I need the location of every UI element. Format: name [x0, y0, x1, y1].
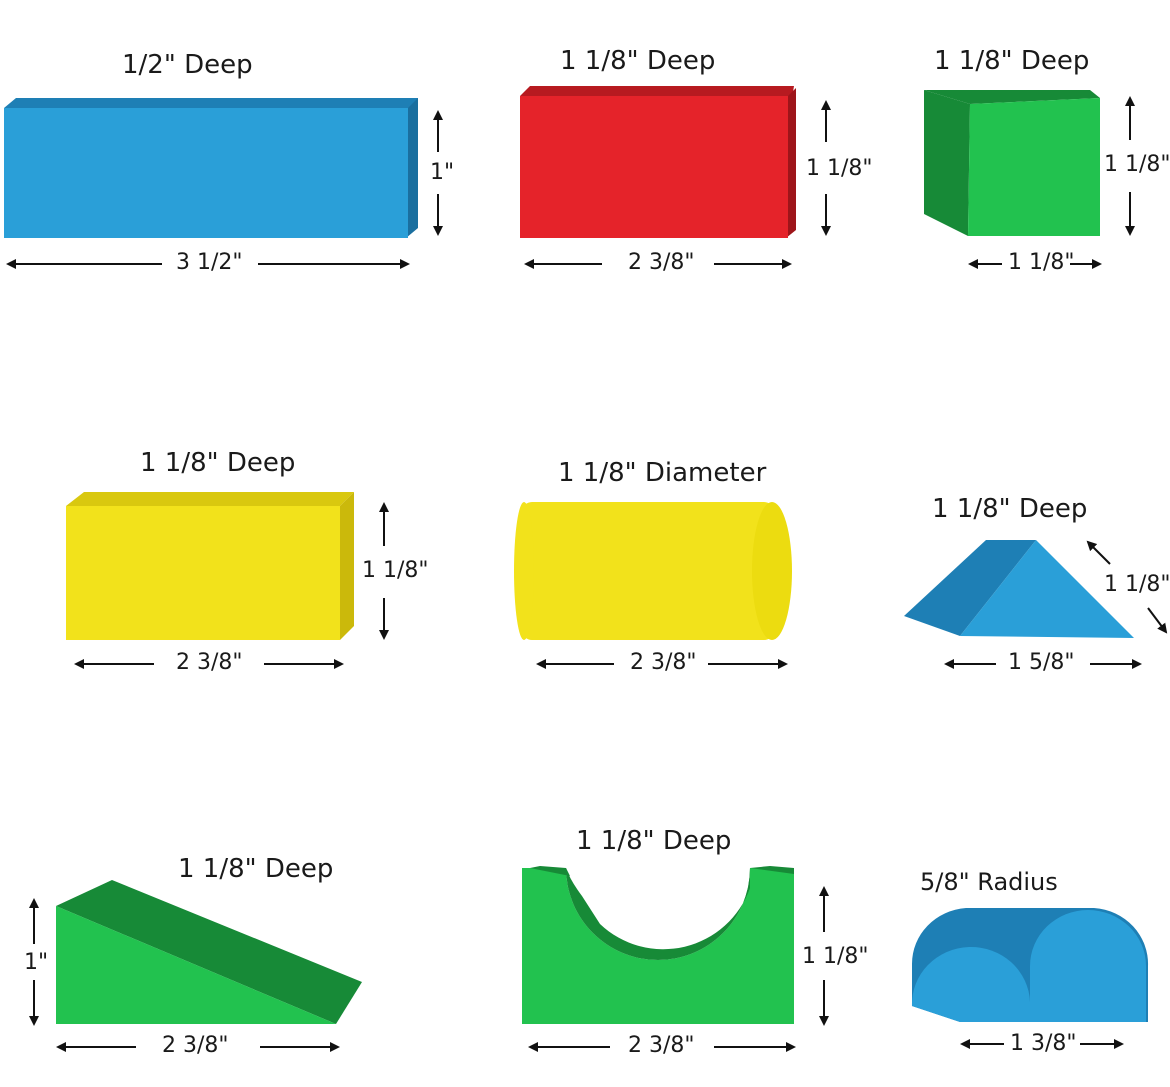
side-arrow — [1147, 607, 1168, 634]
green-ramp — [56, 880, 362, 1024]
depth-label: 1 1/8" Deep — [178, 854, 334, 884]
radius-label: 5/8" Radius — [920, 868, 1058, 896]
blue-half-cylinder — [911, 908, 1149, 1022]
depth-label: 1 1/8" Deep — [932, 494, 1088, 524]
width-label: 3 1/2" — [176, 250, 243, 275]
width-label: 2 3/8" — [628, 1033, 695, 1058]
diameter-label: 1 1/8" Diameter — [558, 458, 767, 488]
height-label: 1" — [430, 160, 455, 185]
height-label: 1 1/8" — [1104, 152, 1170, 177]
width-label: 1 3/8" — [1010, 1031, 1077, 1056]
depth-label: 1 1/8" Deep — [576, 826, 732, 856]
red-rectangle — [520, 86, 796, 238]
width-label: 2 3/8" — [628, 250, 695, 275]
width-label: 2 3/8" — [630, 650, 697, 675]
width-label: 1 1/8" — [1008, 250, 1075, 275]
side-arrow — [1086, 540, 1111, 565]
blue-long-plank — [4, 98, 418, 238]
depth-label: 1 1/8" Deep — [934, 46, 1090, 76]
green-cube — [924, 90, 1100, 236]
depth-label: 1 1/8" Deep — [140, 448, 296, 478]
height-label: 1 1/8" — [362, 558, 429, 583]
height-label: 1 1/8" — [802, 944, 869, 969]
width-label: 2 3/8" — [162, 1033, 229, 1058]
blue-triangle — [904, 540, 1134, 638]
depth-label: 1/2" Deep — [122, 50, 253, 80]
depth-label: 1 1/8" Deep — [560, 46, 716, 76]
yellow-cylinder — [514, 502, 792, 640]
height-label: 1 1/8" — [806, 156, 873, 181]
width-label: 1 5/8" — [1008, 650, 1075, 675]
height-label: 1" — [24, 950, 49, 975]
yellow-rectangle — [66, 492, 354, 640]
width-label: 2 3/8" — [176, 650, 243, 675]
side-label: 1 1/8" — [1104, 572, 1170, 597]
green-arch — [522, 866, 794, 1024]
